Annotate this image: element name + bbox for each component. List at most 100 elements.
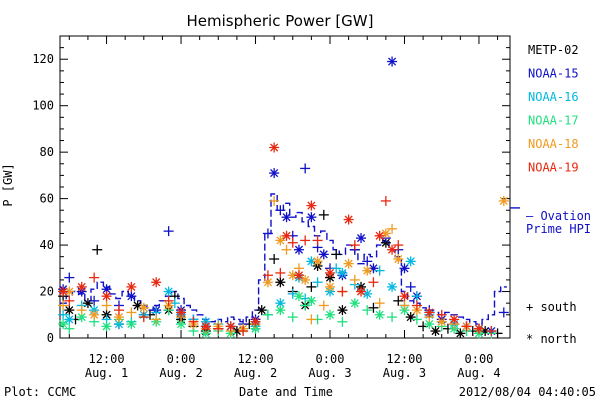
data-point <box>318 209 329 220</box>
y-tick-label: 120 <box>32 52 54 66</box>
data-point <box>325 281 335 292</box>
data-point <box>176 307 187 318</box>
data-point <box>275 277 286 288</box>
data-point <box>498 307 509 318</box>
legend-series-label: NOAA-17 <box>528 114 579 128</box>
legend-north: * north <box>526 332 577 346</box>
data-point <box>411 291 422 302</box>
data-point <box>163 295 174 306</box>
data-point <box>300 274 311 285</box>
legend-south: + south <box>526 300 577 314</box>
data-point <box>58 309 69 320</box>
data-point <box>337 316 348 327</box>
data-point <box>312 277 323 288</box>
data-point <box>337 305 348 316</box>
x-tick-label-date: Aug. 3 <box>383 366 426 380</box>
data-point <box>380 195 391 206</box>
data-point <box>293 291 304 302</box>
data-point <box>64 323 75 334</box>
data-point <box>250 316 261 327</box>
data-point <box>387 223 398 234</box>
data-point <box>343 258 354 269</box>
data-point <box>126 281 137 292</box>
data-point <box>349 274 360 285</box>
legend-ovation-line1: – Ovation <box>526 209 591 223</box>
data-point <box>424 319 435 330</box>
data-point <box>349 240 360 251</box>
y-tick-label: 40 <box>40 238 54 252</box>
x-tick-label-time: 0:00 <box>316 352 345 366</box>
data-point <box>486 326 497 337</box>
data-point <box>430 326 441 337</box>
y-tick-label: 100 <box>32 99 54 113</box>
data-point <box>188 316 199 327</box>
data-point <box>126 291 137 302</box>
data-point <box>343 214 354 225</box>
data-point <box>424 307 435 318</box>
data-point <box>262 270 273 281</box>
y-tick-label: 20 <box>40 285 54 299</box>
y-tick-label: 60 <box>40 192 54 206</box>
data-point <box>393 254 404 265</box>
x-tick-label-date: Aug. 1 <box>85 366 128 380</box>
data-point <box>64 295 75 306</box>
data-point <box>293 244 304 255</box>
data-point <box>64 314 75 325</box>
legend-series-label: NOAA-18 <box>528 137 579 151</box>
footer-source: Plot: CCMC <box>4 385 76 399</box>
data-point <box>163 286 174 297</box>
x-tick-label-date: Aug. 4 <box>457 366 500 380</box>
data-point <box>449 314 460 325</box>
plot-frame <box>59 35 511 339</box>
x-tick-label-time: 12:00 <box>386 352 422 366</box>
data-point <box>306 200 317 211</box>
data-point <box>256 305 267 316</box>
data-point <box>287 312 298 323</box>
data-point <box>318 249 329 260</box>
data-point <box>306 256 317 267</box>
data-point <box>300 235 311 246</box>
data-point <box>293 270 304 281</box>
data-point <box>306 314 317 325</box>
data-point <box>126 319 137 330</box>
x-tick-label-time: 0:00 <box>465 352 494 366</box>
data-point <box>101 300 112 311</box>
data-point <box>281 212 292 223</box>
data-point <box>225 321 236 332</box>
data-point <box>306 281 317 292</box>
data-point <box>337 286 348 297</box>
data-point <box>331 249 342 260</box>
data-point <box>473 323 484 334</box>
data-point <box>411 314 422 325</box>
data-point <box>405 281 416 292</box>
footer-timestamp: 2012/08/04 04:40:05 <box>459 385 596 399</box>
x-tick-label-time: 12:00 <box>88 352 124 366</box>
data-points <box>58 56 509 339</box>
data-point <box>331 263 342 274</box>
y-axis-label: P [GW] <box>1 163 15 206</box>
data-point <box>200 321 211 332</box>
data-point <box>138 312 149 323</box>
y-tick-label: 0 <box>47 331 54 345</box>
x-tick-label-time: 12:00 <box>237 352 273 366</box>
data-point <box>262 309 273 320</box>
data-point <box>151 277 162 288</box>
data-point <box>399 300 410 311</box>
data-point <box>312 256 323 267</box>
data-point <box>461 321 472 332</box>
data-point <box>101 321 112 332</box>
x-tick-label-date: Aug. 3 <box>308 366 351 380</box>
data-point <box>76 305 87 316</box>
legend-series-label: NOAA-16 <box>528 90 579 104</box>
data-point <box>498 195 509 206</box>
data-point <box>387 56 398 67</box>
data-point <box>393 240 404 251</box>
data-point <box>374 298 385 309</box>
data-point <box>275 305 286 316</box>
data-point <box>58 300 69 311</box>
data-point <box>306 295 317 306</box>
data-point <box>101 284 112 295</box>
data-point <box>126 307 137 318</box>
